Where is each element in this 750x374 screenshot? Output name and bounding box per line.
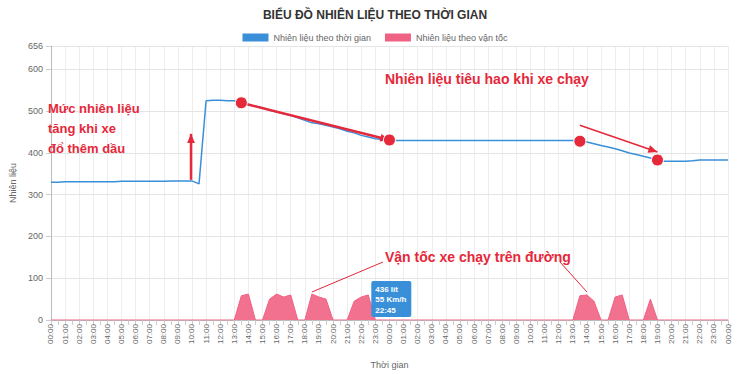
svg-text:10:00: 10:00: [526, 323, 535, 344]
svg-text:21:00: 21:00: [343, 323, 352, 344]
svg-text:23:00: 23:00: [709, 323, 718, 344]
svg-text:12:00: 12:00: [554, 323, 563, 344]
svg-text:02:00: 02:00: [75, 323, 84, 344]
svg-text:BIỂU ĐỒ NHIÊN LIỆU THEO THỜI G: BIỂU ĐỒ NHIÊN LIỆU THEO THỜI GIAN: [263, 7, 487, 22]
svg-text:22:45: 22:45: [375, 306, 396, 315]
svg-text:Vận tốc xe chạy trên đường: Vận tốc xe chạy trên đường: [385, 249, 571, 265]
svg-text:55 Km/h: 55 Km/h: [375, 295, 406, 304]
svg-text:00:00: 00:00: [724, 323, 733, 344]
svg-text:tăng khi xe: tăng khi xe: [48, 121, 116, 136]
svg-text:13:00: 13:00: [230, 323, 239, 344]
svg-text:08:00: 08:00: [159, 323, 168, 344]
svg-text:05:00: 05:00: [117, 323, 126, 344]
svg-text:06:00: 06:00: [470, 323, 479, 344]
svg-text:14:00: 14:00: [582, 323, 591, 344]
svg-text:03:00: 03:00: [427, 323, 436, 344]
svg-text:10:00: 10:00: [187, 323, 196, 344]
svg-text:Nhiên liệu theo thời gian: Nhiên liệu theo thời gian: [273, 33, 370, 43]
svg-text:18:00: 18:00: [639, 323, 648, 344]
svg-text:600: 600: [28, 64, 43, 74]
svg-text:Nhiên liệu: Nhiên liệu: [8, 163, 18, 203]
svg-text:17:00: 17:00: [286, 323, 295, 344]
svg-text:21:00: 21:00: [681, 323, 690, 344]
svg-text:09:00: 09:00: [512, 323, 521, 344]
svg-text:02:00: 02:00: [413, 323, 422, 344]
svg-text:22:00: 22:00: [695, 323, 704, 344]
svg-text:15:00: 15:00: [597, 323, 606, 344]
svg-text:04:00: 04:00: [103, 323, 112, 344]
svg-text:14:00: 14:00: [244, 323, 253, 344]
svg-text:Nhiên liệu theo vận tốc: Nhiên liệu theo vận tốc: [416, 33, 508, 43]
svg-text:400: 400: [28, 148, 43, 158]
svg-text:100: 100: [28, 273, 43, 283]
svg-text:01:00: 01:00: [399, 323, 408, 344]
svg-text:00:00: 00:00: [385, 323, 394, 344]
svg-text:22:00: 22:00: [357, 323, 366, 344]
svg-text:Thời gian: Thời gian: [370, 360, 408, 370]
svg-text:436 lít: 436 lít: [375, 285, 398, 294]
svg-text:11:00: 11:00: [540, 323, 549, 343]
svg-text:07:00: 07:00: [145, 323, 154, 344]
svg-text:Nhiên liệu tiêu hao khi xe chạ: Nhiên liệu tiêu hao khi xe chạy: [385, 71, 589, 87]
svg-text:19:00: 19:00: [653, 323, 662, 344]
svg-text:18:00: 18:00: [300, 323, 309, 344]
svg-text:Mức nhiên liệu: Mức nhiên liệu: [48, 101, 140, 116]
svg-text:đổ thêm dầu: đổ thêm dầu: [48, 141, 125, 156]
svg-text:04:00: 04:00: [441, 323, 450, 344]
svg-text:16:00: 16:00: [272, 323, 281, 344]
svg-text:0: 0: [38, 315, 43, 325]
svg-text:19:00: 19:00: [314, 323, 323, 344]
svg-text:12:00: 12:00: [216, 323, 225, 344]
svg-text:11:00: 11:00: [202, 323, 211, 343]
svg-text:09:00: 09:00: [173, 323, 182, 344]
svg-text:20:00: 20:00: [329, 323, 338, 344]
svg-text:20:00: 20:00: [667, 323, 676, 344]
svg-text:300: 300: [28, 190, 43, 200]
svg-text:200: 200: [28, 231, 43, 241]
svg-text:08:00: 08:00: [498, 323, 507, 344]
svg-text:07:00: 07:00: [484, 323, 493, 344]
svg-text:23:00: 23:00: [371, 323, 380, 344]
svg-text:15:00: 15:00: [258, 323, 267, 344]
svg-text:17:00: 17:00: [625, 323, 634, 344]
svg-text:05:00: 05:00: [455, 323, 464, 344]
svg-text:06:00: 06:00: [131, 323, 140, 344]
svg-text:13:00: 13:00: [568, 323, 577, 344]
svg-text:656: 656: [28, 41, 43, 51]
svg-text:01:00: 01:00: [61, 323, 70, 344]
svg-text:500: 500: [28, 106, 43, 116]
svg-text:00:00: 00:00: [46, 323, 55, 344]
svg-text:03:00: 03:00: [89, 323, 98, 344]
svg-text:16:00: 16:00: [611, 323, 620, 344]
